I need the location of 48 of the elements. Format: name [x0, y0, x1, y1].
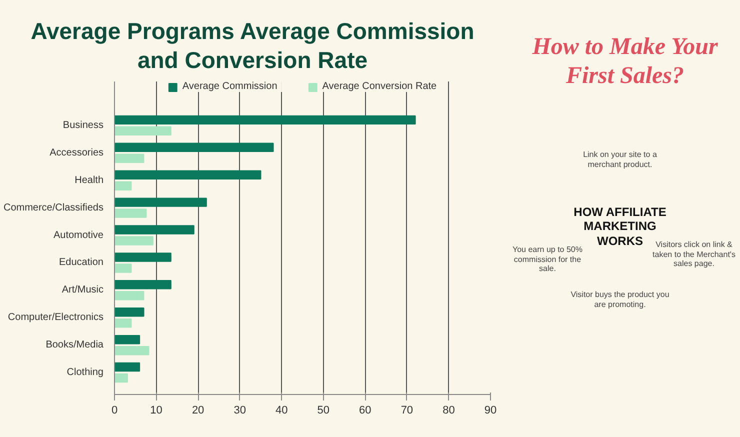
bar [114, 126, 172, 136]
x-tick-label: 50 [317, 404, 330, 416]
text: Link on your site to a merchant product. [582, 150, 658, 170]
bar [114, 198, 207, 207]
bar [114, 291, 144, 300]
y-tick-label: Clothing [66, 367, 104, 378]
text: How to Make Your First Sales? [531, 33, 719, 91]
x-tick-label: 30 [234, 404, 246, 416]
legend-label: Average Conversion Rate [322, 81, 437, 92]
bar [114, 181, 132, 190]
y-tick-label: Education [59, 257, 104, 268]
bar [114, 280, 172, 290]
y-tick-label: Accessories [50, 147, 104, 158]
text: Visitor buys the product you are promoting. [570, 290, 670, 310]
x-tick-label: 0 [111, 404, 118, 416]
y-tick-label: Computer/Electronics [8, 312, 104, 324]
bar [114, 308, 144, 317]
bar [114, 142, 274, 152]
x-tick-label: 90 [484, 404, 497, 416]
legend-label: Average Commission [182, 81, 278, 92]
bar [114, 170, 262, 180]
x-tick-label: 60 [359, 404, 372, 416]
bar [114, 115, 416, 125]
y-tick-label: Health [74, 174, 104, 186]
y-tick-label: Automotive [53, 230, 104, 241]
x-tick-label: 80 [442, 404, 455, 416]
x-tick-label: 10 [150, 404, 162, 416]
bar [114, 154, 144, 163]
x-tick-label: 40 [275, 404, 288, 416]
x-tick-label: 70 [400, 404, 414, 416]
bar [114, 346, 150, 356]
y-tick-label: Art/Music [62, 284, 104, 296]
text: Visitors click on link & taken to the Merchant's sales page. [652, 240, 736, 269]
y-tick-label: Books/Media [46, 340, 104, 351]
x-tick-label: 20 [192, 404, 204, 416]
bar [114, 362, 140, 372]
text: You earn up to 50% commission for the sale. [512, 245, 584, 274]
bar [114, 252, 172, 262]
bar [114, 334, 140, 344]
bar [114, 225, 194, 234]
y-tick-label: Commerce/Classifieds [3, 202, 104, 214]
bar [114, 373, 128, 383]
y-tick-label: Business [62, 120, 104, 131]
bar [114, 236, 154, 246]
bar [114, 318, 132, 328]
bar [114, 208, 147, 218]
chart-title: Average Programs Average Commission and Conversion Rate [30, 17, 476, 74]
bar [114, 264, 132, 273]
